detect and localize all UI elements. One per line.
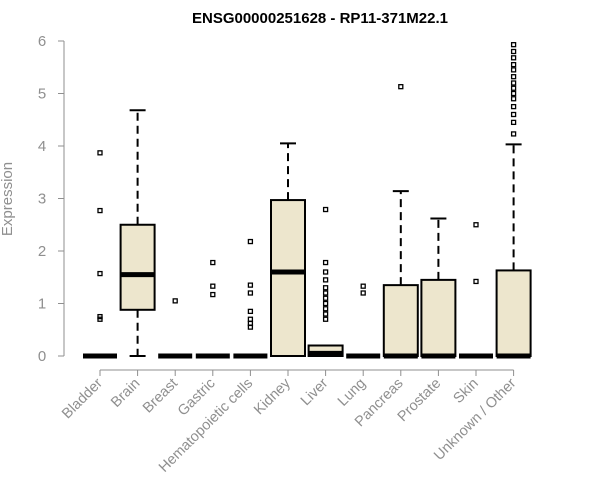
y-tick-label: 2 (38, 243, 46, 260)
y-tick-label: 6 (38, 33, 46, 50)
outlier-point (398, 84, 404, 90)
box-group (382, 84, 419, 359)
box-group (119, 109, 156, 357)
box-group (307, 206, 344, 357)
outlier-point (510, 67, 517, 73)
outlier-point (247, 238, 254, 245)
outlier-point (210, 259, 216, 266)
outlier-point (510, 96, 517, 102)
outlier-point (510, 61, 517, 68)
outlier-point (172, 298, 178, 304)
outlier-point (322, 316, 329, 322)
outlier-point (247, 320, 254, 327)
box-group (233, 238, 268, 359)
outlier-point (510, 131, 517, 137)
outlier-point (322, 306, 329, 312)
outlier-point (510, 103, 517, 110)
box-group (346, 283, 381, 359)
outlier-point (473, 222, 479, 228)
x-tick-label: Breast (140, 376, 181, 417)
y-axis-title: Expression (0, 162, 16, 236)
outlier-point (510, 48, 517, 55)
outlier-point (247, 290, 254, 296)
outlier-point (510, 74, 517, 80)
box-group (459, 222, 493, 359)
outlier-point (247, 308, 254, 315)
y-axis: 0 1 2 3 4 5 6 (38, 33, 65, 365)
outlier-point (510, 90, 517, 97)
outlier-point (247, 316, 254, 322)
box-group (195, 259, 230, 359)
outlier-point (210, 283, 216, 289)
box-rect (307, 344, 344, 357)
outlier-point (97, 150, 103, 156)
box-group (270, 142, 306, 357)
outlier-point (322, 290, 329, 296)
box-rect (382, 284, 419, 357)
outlier-point (97, 207, 103, 214)
chart-title: ENSG00000251628 - RP11-371M22.1 (192, 10, 448, 27)
box-group (83, 150, 117, 359)
outlier-point (97, 270, 103, 277)
x-tick-label: Bladder (59, 375, 106, 422)
box-rect (495, 269, 532, 357)
y-tick-label: 4 (38, 138, 46, 155)
outlier-point (97, 313, 103, 320)
outlier-point (510, 111, 517, 118)
outlier-point (322, 269, 329, 275)
y-tick-label: 1 (38, 296, 46, 313)
outlier-point (322, 206, 329, 213)
outlier-point (360, 290, 366, 296)
box-group (495, 42, 532, 359)
outlier-point (322, 300, 329, 307)
box-group (420, 217, 457, 359)
outlier-point (510, 42, 517, 48)
x-tick-label: Brain (108, 376, 143, 411)
plot-area (83, 42, 532, 359)
outlier-point (322, 277, 329, 283)
box-rect (420, 278, 457, 357)
outlier-point (322, 259, 329, 266)
x-tick-label: Lung (335, 376, 369, 410)
outlier-point (510, 85, 517, 91)
outlier-point (247, 282, 254, 288)
outlier-point (322, 311, 329, 317)
box-group (158, 298, 193, 359)
x-tick-label: Liver (298, 375, 332, 409)
box-rect (119, 223, 156, 311)
box-rect (270, 199, 306, 357)
outlier-point (510, 80, 517, 86)
outlier-point (473, 278, 479, 285)
y-tick-label: 0 (38, 348, 46, 365)
outlier-point (360, 283, 366, 289)
outlier-point (510, 119, 517, 126)
outlier-point (210, 291, 216, 298)
y-tick-label: 5 (38, 86, 46, 103)
y-tick-label: 3 (38, 191, 46, 208)
x-tick-label: Skin (451, 376, 482, 407)
outlier-point (322, 285, 329, 291)
outlier-point (510, 55, 517, 61)
x-tick-label: Kidney (251, 375, 294, 418)
outlier-point (322, 295, 329, 301)
